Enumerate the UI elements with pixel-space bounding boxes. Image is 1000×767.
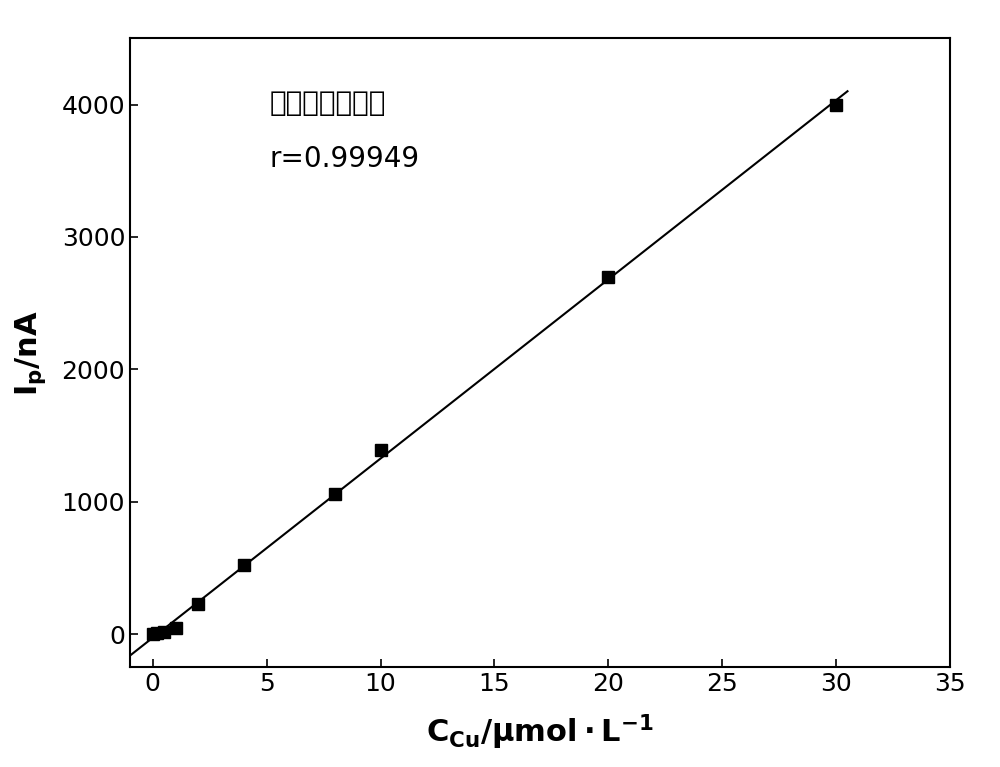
Y-axis label: $\mathbf{I_p/nA}$: $\mathbf{I_p/nA}$: [13, 310, 48, 396]
X-axis label: $\mathbf{C_{Cu}/\mu mol \cdot L^{-1}}$: $\mathbf{C_{Cu}/\mu mol \cdot L^{-1}}$: [426, 713, 654, 752]
Text: r=0.99949: r=0.99949: [269, 145, 420, 173]
Text: 线性相关系数：: 线性相关系数：: [269, 89, 386, 117]
